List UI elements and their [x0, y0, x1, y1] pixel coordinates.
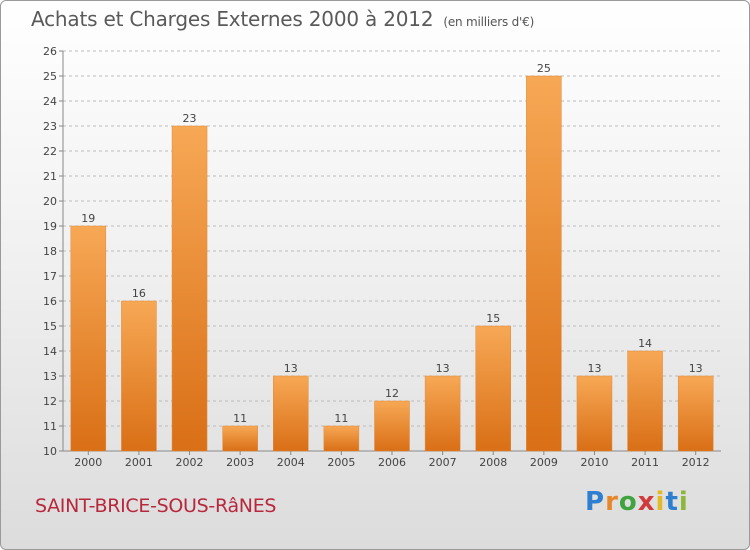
- x-tick-label: 2007: [429, 456, 457, 469]
- bar-value-label: 19: [81, 212, 95, 225]
- commune-name: SAINT-BRICE-SOUS-RâNES: [35, 495, 277, 517]
- bar: [475, 325, 511, 452]
- x-tick-label: 2004: [277, 456, 305, 469]
- bar: [677, 375, 714, 452]
- bar-value-label: 14: [638, 337, 652, 350]
- x-tick-label: 2012: [682, 456, 710, 469]
- y-tick-label: 13: [43, 370, 57, 383]
- x-tick-label: 2002: [176, 456, 204, 469]
- bar: [70, 225, 107, 452]
- x-tick-label: 2001: [125, 456, 153, 469]
- y-tick-label: 26: [43, 45, 57, 58]
- x-tick-label: 2003: [226, 456, 254, 469]
- bar-value-label: 13: [689, 362, 703, 375]
- x-tick-label: 2006: [378, 456, 406, 469]
- y-tick-label: 24: [43, 95, 57, 108]
- bar-value-label: 13: [436, 362, 450, 375]
- bar-value-label: 13: [587, 362, 601, 375]
- x-tick-label: 2005: [327, 456, 355, 469]
- y-tick-label: 21: [43, 170, 57, 183]
- bar-value-label: 12: [385, 387, 399, 400]
- x-tick-label: 2010: [580, 456, 608, 469]
- logo-letter: x: [637, 487, 656, 517]
- logo-letter: P: [585, 487, 606, 517]
- y-tick-label: 22: [43, 145, 57, 158]
- logo-letter: i: [678, 487, 689, 517]
- logo-letter: o: [618, 487, 638, 517]
- bar: [323, 425, 360, 452]
- x-tick-label: 2000: [74, 456, 102, 469]
- bar: [273, 375, 309, 452]
- y-tick-label: 17: [43, 270, 57, 283]
- y-tick-label: 25: [43, 70, 57, 83]
- chart-title: Achats et Charges Externes 2000 à 2012 (e…: [31, 7, 534, 31]
- bar-value-label: 11: [233, 412, 247, 425]
- logo-letter: r: [605, 487, 619, 517]
- y-tick-label: 14: [43, 345, 57, 358]
- bar-value-label: 15: [486, 312, 500, 325]
- bar-value-label: 13: [284, 362, 298, 375]
- title-unit: (en milliers d'€): [443, 15, 535, 29]
- title-text: Achats et Charges Externes 2000 à 2012: [31, 7, 434, 31]
- bar: [171, 125, 208, 452]
- bar: [526, 75, 562, 452]
- y-tick-label: 18: [43, 245, 57, 258]
- x-tick-label: 2008: [479, 456, 507, 469]
- bar-value-label: 16: [132, 287, 146, 300]
- bar-value-label: 25: [537, 62, 551, 75]
- proxiti-logo: Proxiti: [585, 487, 689, 517]
- y-tick-label: 20: [43, 195, 57, 208]
- x-tick-label: 2009: [530, 456, 558, 469]
- bar: [222, 425, 258, 452]
- y-tick-label: 12: [43, 395, 57, 408]
- bar: [576, 375, 613, 452]
- y-tick-label: 23: [43, 120, 57, 133]
- y-tick-label: 10: [43, 445, 57, 458]
- y-tick-label: 19: [43, 220, 57, 233]
- bar: [627, 350, 663, 452]
- x-tick-label: 2011: [631, 456, 659, 469]
- bar-value-label: 11: [334, 412, 348, 425]
- bar-value-label: 23: [183, 112, 197, 125]
- y-tick-label: 15: [43, 320, 57, 333]
- bar: [121, 300, 157, 452]
- y-tick-label: 16: [43, 295, 57, 308]
- logo-letter: t: [665, 487, 679, 517]
- bar: [374, 400, 410, 452]
- logo-letter: i: [655, 487, 666, 517]
- bar: [424, 375, 461, 452]
- y-tick-label: 11: [43, 420, 57, 433]
